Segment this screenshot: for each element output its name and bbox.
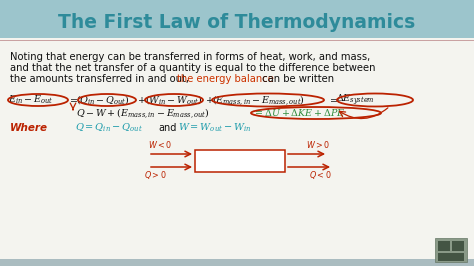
Text: $(Q_{in} - Q_{out})$: $(Q_{in} - Q_{out})$ xyxy=(76,94,130,106)
Text: $W>0$: $W>0$ xyxy=(306,139,330,151)
Text: $\Delta E_{system}$: $\Delta E_{system}$ xyxy=(336,93,375,107)
Text: $(W_{in} - W_{out})$: $(W_{in} - W_{out})$ xyxy=(145,94,203,106)
Bar xyxy=(438,241,450,251)
Text: $Q>0$: $Q>0$ xyxy=(144,169,166,181)
Text: $(E_{mass,in} - E_{mass,out})$: $(E_{mass,in} - E_{mass,out})$ xyxy=(212,93,305,107)
Bar xyxy=(435,238,467,262)
Text: $W = W_{out} - W_{in}$: $W = W_{out} - W_{in}$ xyxy=(178,122,251,134)
Bar xyxy=(0,259,474,266)
Bar xyxy=(452,241,464,251)
Text: the energy balance: the energy balance xyxy=(177,74,274,84)
Text: $Q = Q_{in} - Q_{out}$: $Q = Q_{in} - Q_{out}$ xyxy=(75,122,143,134)
Bar xyxy=(438,253,464,261)
Text: $+$: $+$ xyxy=(205,95,214,105)
Text: $Q<0$: $Q<0$ xyxy=(309,169,331,181)
Text: $=$: $=$ xyxy=(328,95,339,105)
Text: The First Law of Thermodynamics: The First Law of Thermodynamics xyxy=(58,13,416,31)
Text: Noting that energy can be transferred in forms of heat, work, and mass,: Noting that energy can be transferred in… xyxy=(10,52,370,62)
Text: can be written: can be written xyxy=(259,74,334,84)
Text: and: and xyxy=(158,123,176,133)
Bar xyxy=(195,150,285,172)
Bar xyxy=(0,0,474,38)
Text: $=$: $=$ xyxy=(68,95,79,105)
Text: $W<0$: $W<0$ xyxy=(148,139,172,151)
Text: $+$: $+$ xyxy=(137,95,146,105)
Text: $= \Delta U + \Delta KE + \Delta PE$: $= \Delta U + \Delta KE + \Delta PE$ xyxy=(253,107,346,118)
Text: the amounts transferred in and out,: the amounts transferred in and out, xyxy=(10,74,192,84)
Text: Where: Where xyxy=(10,123,48,133)
Text: $Q - W + (E_{mass,in} - E_{mass,out})$: $Q - W + (E_{mass,in} - E_{mass,out})$ xyxy=(76,106,210,120)
Text: $E_{in} - E_{out}$: $E_{in} - E_{out}$ xyxy=(8,94,53,106)
Text: and that the net transfer of a quantity is equal to the difference between: and that the net transfer of a quantity … xyxy=(10,63,375,73)
